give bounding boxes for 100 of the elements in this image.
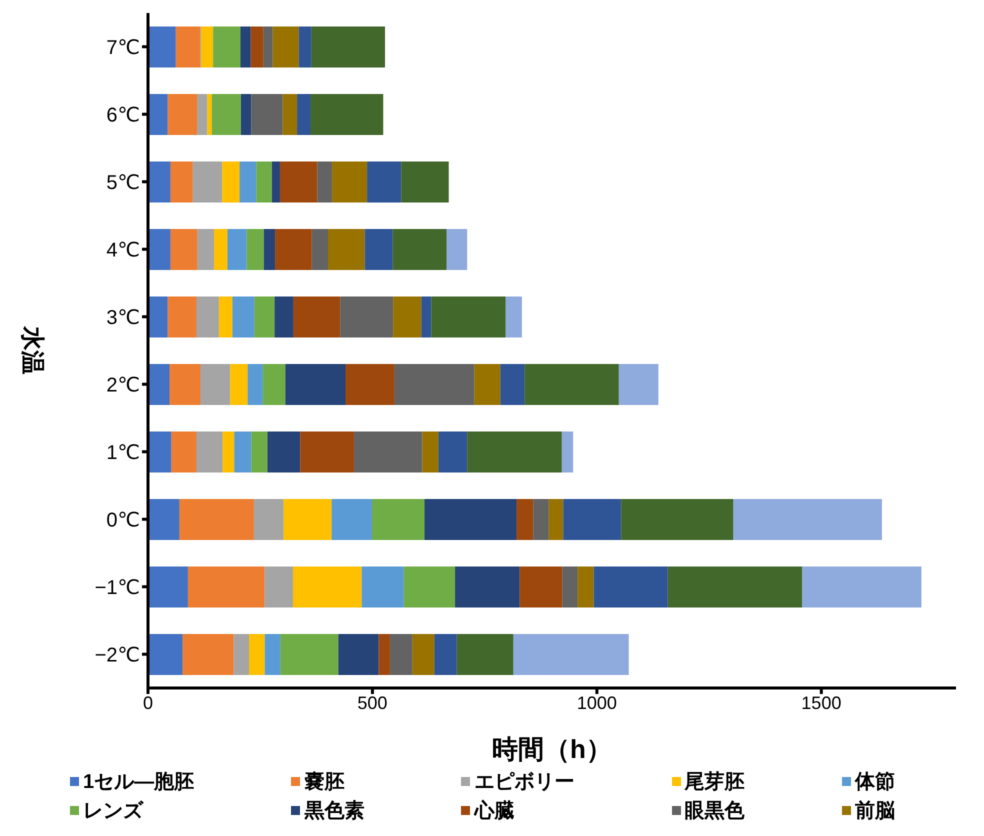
bar [456,634,514,675]
bar [222,162,240,202]
legend-label: 黒色素 [304,799,364,824]
bar [230,364,248,405]
bar [214,229,228,270]
bar [148,162,170,202]
bar [292,566,362,608]
bar [274,296,294,338]
bar [520,566,562,608]
bar [234,634,249,675]
y-tick-label: −1℃ [94,576,140,599]
bar [668,566,802,608]
bar [378,634,390,675]
bar [264,229,276,270]
bar [438,432,468,472]
bar [256,162,272,202]
bar [148,364,170,405]
bar [424,499,517,540]
bar [197,94,208,135]
bar [533,499,549,540]
legend-label: 体節 [854,770,895,795]
bar [170,229,198,270]
bar [246,229,264,270]
bar [298,26,312,68]
bar [176,26,200,68]
bar [280,162,318,202]
x-tick-label: 1000 [576,692,617,713]
bar [148,634,183,675]
bar [434,634,457,675]
bar [262,364,286,405]
bar [506,296,522,338]
bar [284,499,332,540]
bar [264,566,293,608]
bar [227,229,247,270]
bar [297,94,310,135]
bar [594,566,668,608]
bar [248,364,263,405]
bar [328,229,365,270]
legend-label: 尾芽胚 [684,770,745,795]
bar [280,634,338,675]
bar [312,229,328,270]
bar [188,566,265,608]
bar [240,26,251,68]
bar [516,499,534,540]
bar [148,94,168,135]
bar [390,634,412,675]
bar [372,499,425,540]
bar [474,364,500,405]
bar [311,26,386,68]
bar [412,634,434,675]
bar [548,499,564,540]
legend-label: 眼黒色 [684,799,745,824]
bar [168,296,196,338]
bar [392,229,447,270]
y-tick-label: 6℃ [106,104,140,126]
y-tick-label: 2℃ [106,374,140,396]
bar [212,94,241,135]
bar [251,94,283,135]
bar [200,364,230,405]
legend-label: 心臓 [474,798,514,824]
bar [196,432,223,472]
x-tick-label: 1500 [801,692,842,713]
bar [196,296,219,338]
legend-label: 嚢胚 [304,770,344,795]
bar [455,566,520,608]
bar [431,296,506,338]
bar [310,94,384,135]
bar [249,634,265,675]
bar [300,432,354,472]
bar [267,432,300,472]
bar [251,432,268,472]
bar [421,296,432,338]
bar [170,364,201,405]
bar [404,566,456,608]
bar [293,296,340,338]
bar [446,229,468,270]
bar [393,296,422,338]
bar [562,566,578,608]
bar [733,499,882,540]
bar [171,432,196,472]
bar [213,26,240,68]
y-axis-title: 水温 [18,326,46,374]
bar [401,162,449,202]
bar [467,432,562,472]
bar [332,162,368,202]
y-tick-label: 1℃ [106,442,140,464]
bar [422,432,438,472]
bar [234,432,252,472]
bar [513,634,629,675]
bar [254,499,284,540]
bar [179,499,254,540]
bar [148,26,176,68]
bar [148,229,170,270]
x-tick-label: 500 [357,692,388,713]
bar [240,162,256,202]
bar [500,364,525,405]
bar [250,26,264,68]
bar [332,499,372,540]
bar [346,364,394,405]
x-tick-label: 0 [142,692,154,713]
